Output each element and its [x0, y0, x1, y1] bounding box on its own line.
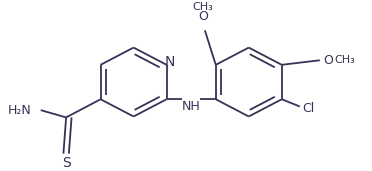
Text: N: N [165, 55, 175, 69]
Text: NH: NH [182, 100, 201, 113]
Text: O: O [198, 10, 208, 23]
Text: H₂N: H₂N [8, 104, 32, 117]
Text: S: S [62, 156, 71, 170]
Text: CH₃: CH₃ [193, 2, 214, 12]
Text: O: O [323, 54, 333, 67]
Text: CH₃: CH₃ [334, 55, 355, 65]
Text: Cl: Cl [302, 102, 315, 115]
